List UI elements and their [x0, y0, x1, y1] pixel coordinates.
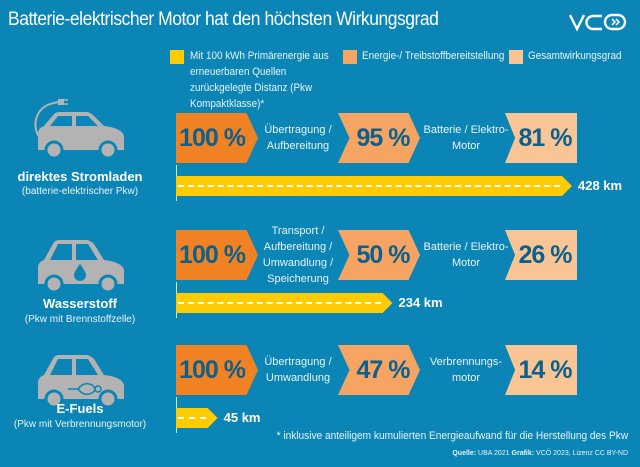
supply-value: 47 % — [356, 355, 411, 384]
page-title: Batterie-elektrischer Motor hat den höch… — [8, 9, 439, 30]
start-value: 100 % — [179, 355, 246, 384]
start-energy-box: 100 % — [176, 113, 258, 163]
footnote: * inklusive anteiligem kumulierten Energ… — [276, 430, 628, 442]
legend-distance: Mit 100 kWh Primärenergie aus erneuerbar… — [190, 50, 329, 110]
row-title: direktes Stromladen — [17, 169, 143, 184]
step1-label: Übertragung / Aufbereitung — [264, 124, 332, 152]
supply-box: 47 % — [338, 345, 420, 395]
row-subtitle: (Pkw mit Brennstoffzelle) — [24, 314, 136, 325]
row-title: Wasserstoff — [43, 296, 117, 311]
step1-label: Übertragung / Umwandlung — [264, 356, 332, 384]
supply-box: 50 % — [338, 230, 420, 280]
distance-label: 234 km — [398, 295, 443, 310]
source-value: UBA 2021 — [478, 450, 510, 457]
step2-label: Batterie / Elektro-Motor — [423, 124, 509, 152]
row-hydrogen: Wasserstoff (Pkw mit Brennstoffzelle) 10… — [0, 225, 640, 340]
total-value: 81 % — [518, 123, 573, 152]
total-value: 14 % — [518, 355, 573, 384]
row-efuels: E-Fuels (Pkw mit Verbrennungsmotor) 100 … — [0, 345, 640, 455]
legend-supply: Energie-/ Treibstoffbereitstellung — [362, 50, 505, 62]
step1-label: Transport / Aufbereitung / Umwandlung / … — [262, 225, 334, 285]
distance-label: 428 km — [578, 178, 623, 193]
vco-logo — [568, 13, 627, 32]
row-title: E-Fuels — [56, 401, 104, 416]
total-efficiency-box: 26 % — [505, 230, 577, 280]
legend-swatch-total — [509, 50, 523, 64]
total-efficiency-box: 81 % — [505, 113, 577, 163]
source-label: Quelle: — [452, 450, 477, 457]
car-engine-icon — [38, 355, 124, 409]
graphic-label: Grafik: — [511, 450, 535, 457]
start-value: 100 % — [179, 240, 246, 269]
step2-label: Verbrennungs-motor — [429, 356, 503, 384]
graphic-value: VCÖ 2023, Lizenz CC BY-ND — [536, 450, 628, 457]
row-subtitle: (Pkw mit Verbrennungsmotor) — [13, 419, 147, 430]
start-energy-box: 100 % — [176, 230, 258, 280]
car-plug-icon — [34, 99, 124, 160]
step2-label: Batterie / Elektro-Motor — [423, 241, 509, 269]
legend-swatch-supply — [343, 50, 357, 64]
total-efficiency-box: 14 % — [505, 345, 577, 395]
row-direct-charging: direktes Stromladen (batterie-elektrisch… — [0, 99, 640, 223]
supply-box: 95 % — [338, 113, 420, 163]
supply-value: 50 % — [356, 240, 411, 269]
distance-bar — [176, 408, 218, 428]
source-credit: Quelle: UBA 2021 Grafik: VCÖ 2023, Lizen… — [452, 450, 628, 457]
legend-swatch-distance — [170, 50, 184, 64]
distance-label: 45 km — [223, 410, 261, 425]
distance-bar — [176, 293, 393, 313]
legend-total: Gesamtwirkungsgrad — [528, 50, 622, 62]
row-subtitle: (batterie-elektrischer Pkw) — [21, 186, 139, 197]
start-value: 100 % — [179, 123, 246, 152]
total-value: 26 % — [518, 240, 573, 269]
car-hydrogen-icon — [38, 240, 124, 294]
start-energy-box: 100 % — [176, 345, 258, 395]
distance-bar — [176, 176, 572, 196]
supply-value: 95 % — [356, 123, 411, 152]
